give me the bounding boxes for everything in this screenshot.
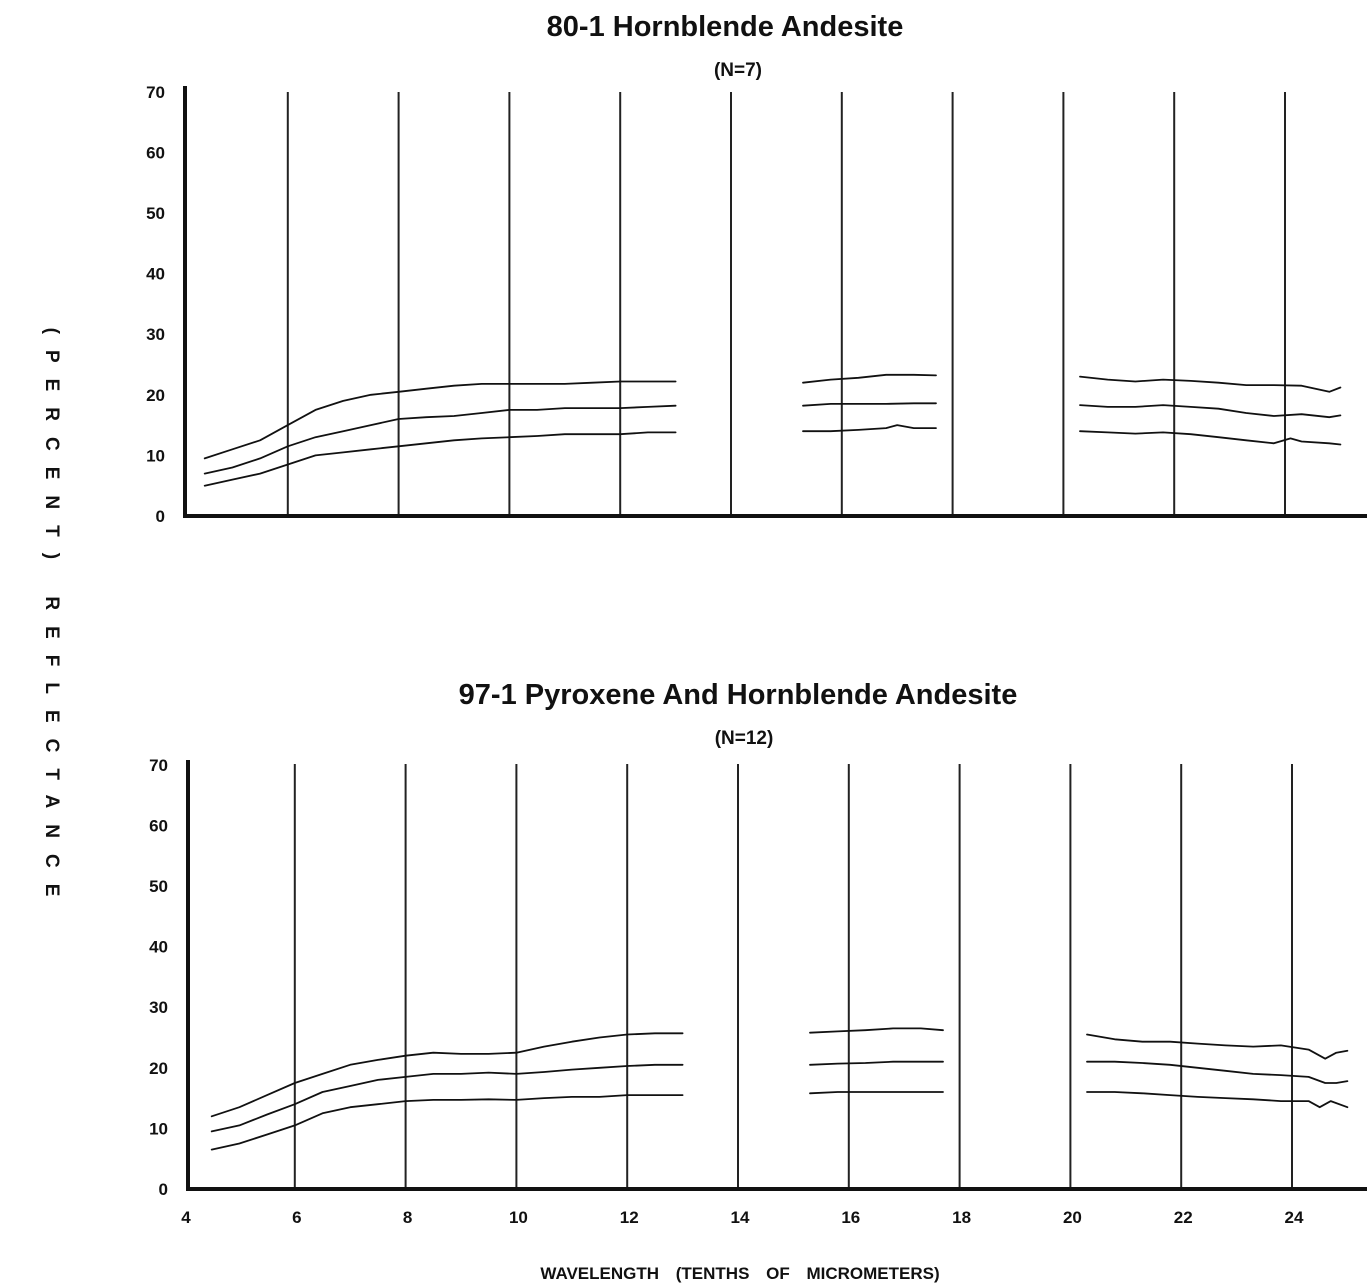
series-3-line (1086, 1091, 1349, 1109)
y-tick-label: 50 (146, 204, 165, 223)
chart-panel-2: 97-1 Pyroxene And Hornblende Andesite (N… (149, 679, 1367, 1227)
y-tick-label: 0 (156, 507, 165, 526)
chart-subtitle: (N=7) (714, 60, 762, 81)
series-group (210, 1027, 1349, 1151)
x-tick-label: 24 (1285, 1208, 1304, 1227)
series-2-line (1086, 1060, 1349, 1084)
series-2-line (210, 1063, 684, 1133)
chart-title: 97-1 Pyroxene And Hornblende Andesite (459, 679, 1018, 711)
y-tick-label: 20 (146, 386, 165, 405)
y-tick-label: 60 (146, 143, 165, 162)
x-tick-label: 10 (509, 1208, 528, 1227)
series-1-line (802, 373, 937, 384)
series-2-line (1079, 404, 1342, 419)
y-tick-labels: 0 10 20 30 40 50 60 70 (146, 83, 165, 526)
series-1-line (210, 1032, 684, 1118)
y-tick-label: 70 (149, 756, 168, 775)
y-axis-label: (PERCENT) REFLECTANCE (41, 328, 62, 913)
y-tick-label: 30 (149, 998, 168, 1017)
series-3-line (203, 431, 677, 487)
x-axis-label: WAVELENGTH (TENTHS OF MICROMETERS) (540, 1264, 939, 1283)
series-1-line (1086, 1033, 1349, 1060)
y-tick-labels: 0 10 20 30 40 50 60 70 (149, 756, 168, 1199)
series-group (203, 373, 1342, 487)
y-tick-label: 30 (146, 325, 165, 344)
x-tick-label: 4 (181, 1208, 191, 1227)
x-tick-label: 14 (731, 1208, 750, 1227)
y-tick-label: 70 (146, 83, 165, 102)
y-tick-label: 40 (146, 265, 165, 284)
x-tick-labels: 4 6 8 10 12 14 16 18 20 22 24 (181, 1208, 1304, 1227)
series-3-line (809, 1091, 944, 1095)
y-tick-label: 60 (149, 816, 168, 835)
series-2-line (203, 404, 677, 475)
series-2-line (802, 402, 937, 407)
chart-subtitle: (N=12) (715, 728, 774, 749)
series-3-line (1079, 430, 1342, 446)
grid-lines (286, 92, 1286, 516)
series-3-line (210, 1094, 684, 1151)
x-tick-label: 22 (1174, 1208, 1193, 1227)
x-tick-label: 6 (292, 1208, 301, 1227)
series-1-line (1079, 375, 1342, 393)
series-1-line (203, 380, 677, 460)
y-tick-label: 10 (146, 446, 165, 465)
x-tick-label: 18 (952, 1208, 971, 1227)
axes (186, 760, 1367, 1191)
y-tick-label: 20 (149, 1059, 168, 1078)
y-tick-label: 40 (149, 938, 168, 957)
x-tick-label: 8 (403, 1208, 412, 1227)
y-tick-label: 50 (149, 877, 168, 896)
axes (183, 86, 1367, 518)
y-tick-label: 0 (159, 1180, 168, 1199)
chart-title: 80-1 Hornblende Andesite (547, 11, 904, 43)
x-tick-label: 20 (1063, 1208, 1082, 1227)
series-2-line (809, 1060, 944, 1066)
x-tick-label: 16 (841, 1208, 860, 1227)
y-tick-label: 10 (149, 1119, 168, 1138)
chart-panel-1: 80-1 Hornblende Andesite (N=7) 0 10 20 30 40… (146, 11, 1367, 526)
x-tick-label: 12 (620, 1208, 639, 1227)
series-1-line (809, 1027, 944, 1034)
grid-lines (293, 764, 1293, 1189)
series-3-line (802, 424, 937, 433)
